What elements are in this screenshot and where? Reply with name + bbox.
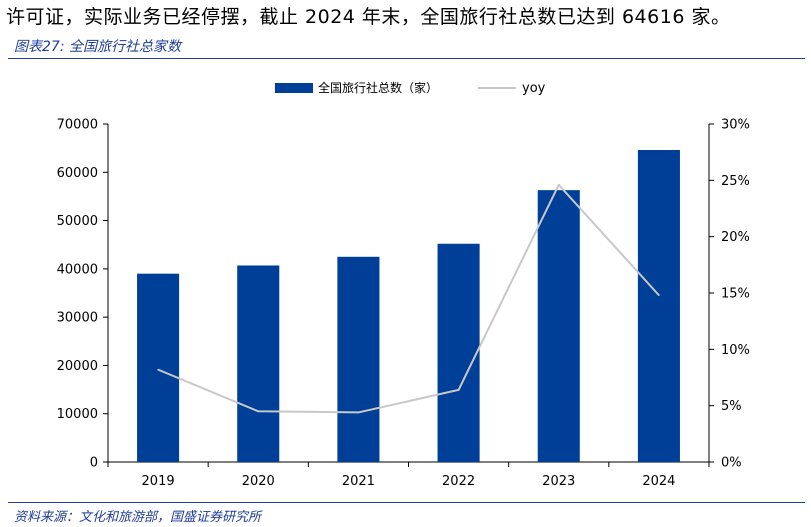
left-axis-tick-label: 30000 (57, 311, 98, 326)
chart: 全国旅行社总数（家） yoy 0 10000 20000 30000 40000 5000… (57, 80, 750, 490)
bar-2022 (437, 243, 480, 462)
bar-2019 (137, 273, 180, 462)
legend: 全国旅行社总数（家） yoy (275, 80, 546, 96)
right-axis-tick-label: 30% (721, 118, 750, 133)
left-axis-tick-label: 50000 (57, 214, 98, 229)
right-axis-tick-label: 10% (721, 343, 750, 358)
right-axis-tick-label: 5% (721, 399, 742, 414)
bar-2021 (337, 256, 380, 462)
left-axis-tick-label: 70000 (57, 118, 98, 133)
yoy-series-line (157, 183, 660, 414)
figure-title: 图表27: 全国旅行社总家数 (14, 39, 181, 55)
left-axis-tick-label: 10000 (57, 407, 98, 422)
left-axis-tick-label: 0 (90, 456, 98, 471)
legend-bar-label: 全国旅行社总数（家） (318, 80, 438, 95)
bar-2023 (537, 190, 580, 462)
bars (137, 149, 680, 462)
source-note: 资料来源：文化和旅游部，国盛证券研究所 (14, 510, 262, 525)
right-axis-tick-label: 15% (721, 287, 750, 302)
x-axis-tick-label: 2019 (142, 474, 175, 489)
source-divider (8, 502, 805, 503)
right-axis-tick-label: 20% (721, 230, 750, 245)
title-divider (8, 58, 805, 59)
x-axis-tick-label: 2021 (342, 474, 375, 489)
x-axis-tick-label: 2020 (242, 474, 275, 489)
yoy-point-2020 (257, 410, 260, 413)
right-axis-tick-label: 25% (721, 174, 750, 189)
x-axis-tick-label: 2024 (642, 474, 675, 489)
yoy-point-2024 (658, 294, 660, 297)
header-text: 许可证，实际业务已经停摆，截止 2024 年末，全国旅行社总数已达到 64616… (6, 6, 731, 28)
yoy-point-2019 (157, 368, 159, 371)
legend-bar-swatch (275, 83, 313, 93)
yoy-point-2022 (457, 389, 460, 391)
yoy-point-2023 (557, 184, 560, 186)
legend-line-label: yoy (522, 81, 546, 96)
left-axis-tick-label: 40000 (57, 262, 98, 277)
bar-2024 (637, 149, 680, 462)
left-axis-tick-label: 20000 (57, 359, 98, 374)
yoy-point-2021 (357, 411, 360, 414)
x-axis-tick-label: 2022 (442, 474, 475, 489)
left-axis-tick-label: 60000 (57, 166, 98, 181)
bar-2020 (237, 265, 280, 462)
yoy-line (157, 183, 660, 414)
axes: 0 10000 20000 30000 40000 50000 60000 70000 0% 5%… (57, 118, 750, 490)
x-axis-tick-label: 2023 (542, 474, 575, 489)
right-axis-tick-label: 0% (721, 456, 742, 471)
